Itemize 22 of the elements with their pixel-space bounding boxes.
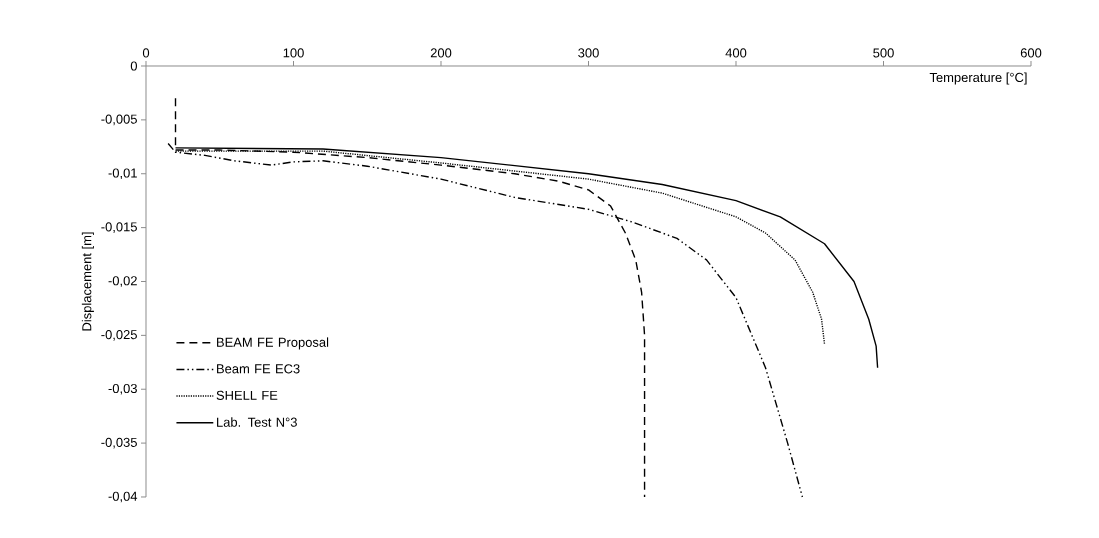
x-tick-label: 200 <box>430 48 452 58</box>
y-tick-label: -0,005 <box>101 114 137 126</box>
y-tick-label: -0,03 <box>108 383 137 395</box>
x-axis-title: Temperature [°C] <box>929 72 1027 85</box>
y-tick-label: -0,04 <box>108 491 138 503</box>
y-tick-label: -0,02 <box>108 276 137 287</box>
x-tick-label: 300 <box>578 48 599 58</box>
x-tick-label: 100 <box>283 48 304 58</box>
x-tick-label: 500 <box>873 48 894 58</box>
legend-label: SHELL FE <box>216 390 278 400</box>
x-tick-label: 0 <box>142 48 150 58</box>
y-tick-label: -0,035 <box>101 437 137 449</box>
y-tick-label: -0,01 <box>108 168 137 180</box>
legend-label: Beam FE EC3 <box>217 364 300 374</box>
y-tick-label: -0,025 <box>101 330 137 341</box>
x-tick-label: 400 <box>725 48 747 58</box>
x-tick-label: 600 <box>1020 48 1042 58</box>
y-tick-label: 0 <box>130 61 137 71</box>
legend-label: BEAM FE Proposal <box>217 337 329 350</box>
legend-label: Lab. Test N°3 <box>217 417 297 427</box>
y-axis-title: Displacement [m] <box>81 232 94 331</box>
y-tick-label: -0,015 <box>101 222 137 233</box>
